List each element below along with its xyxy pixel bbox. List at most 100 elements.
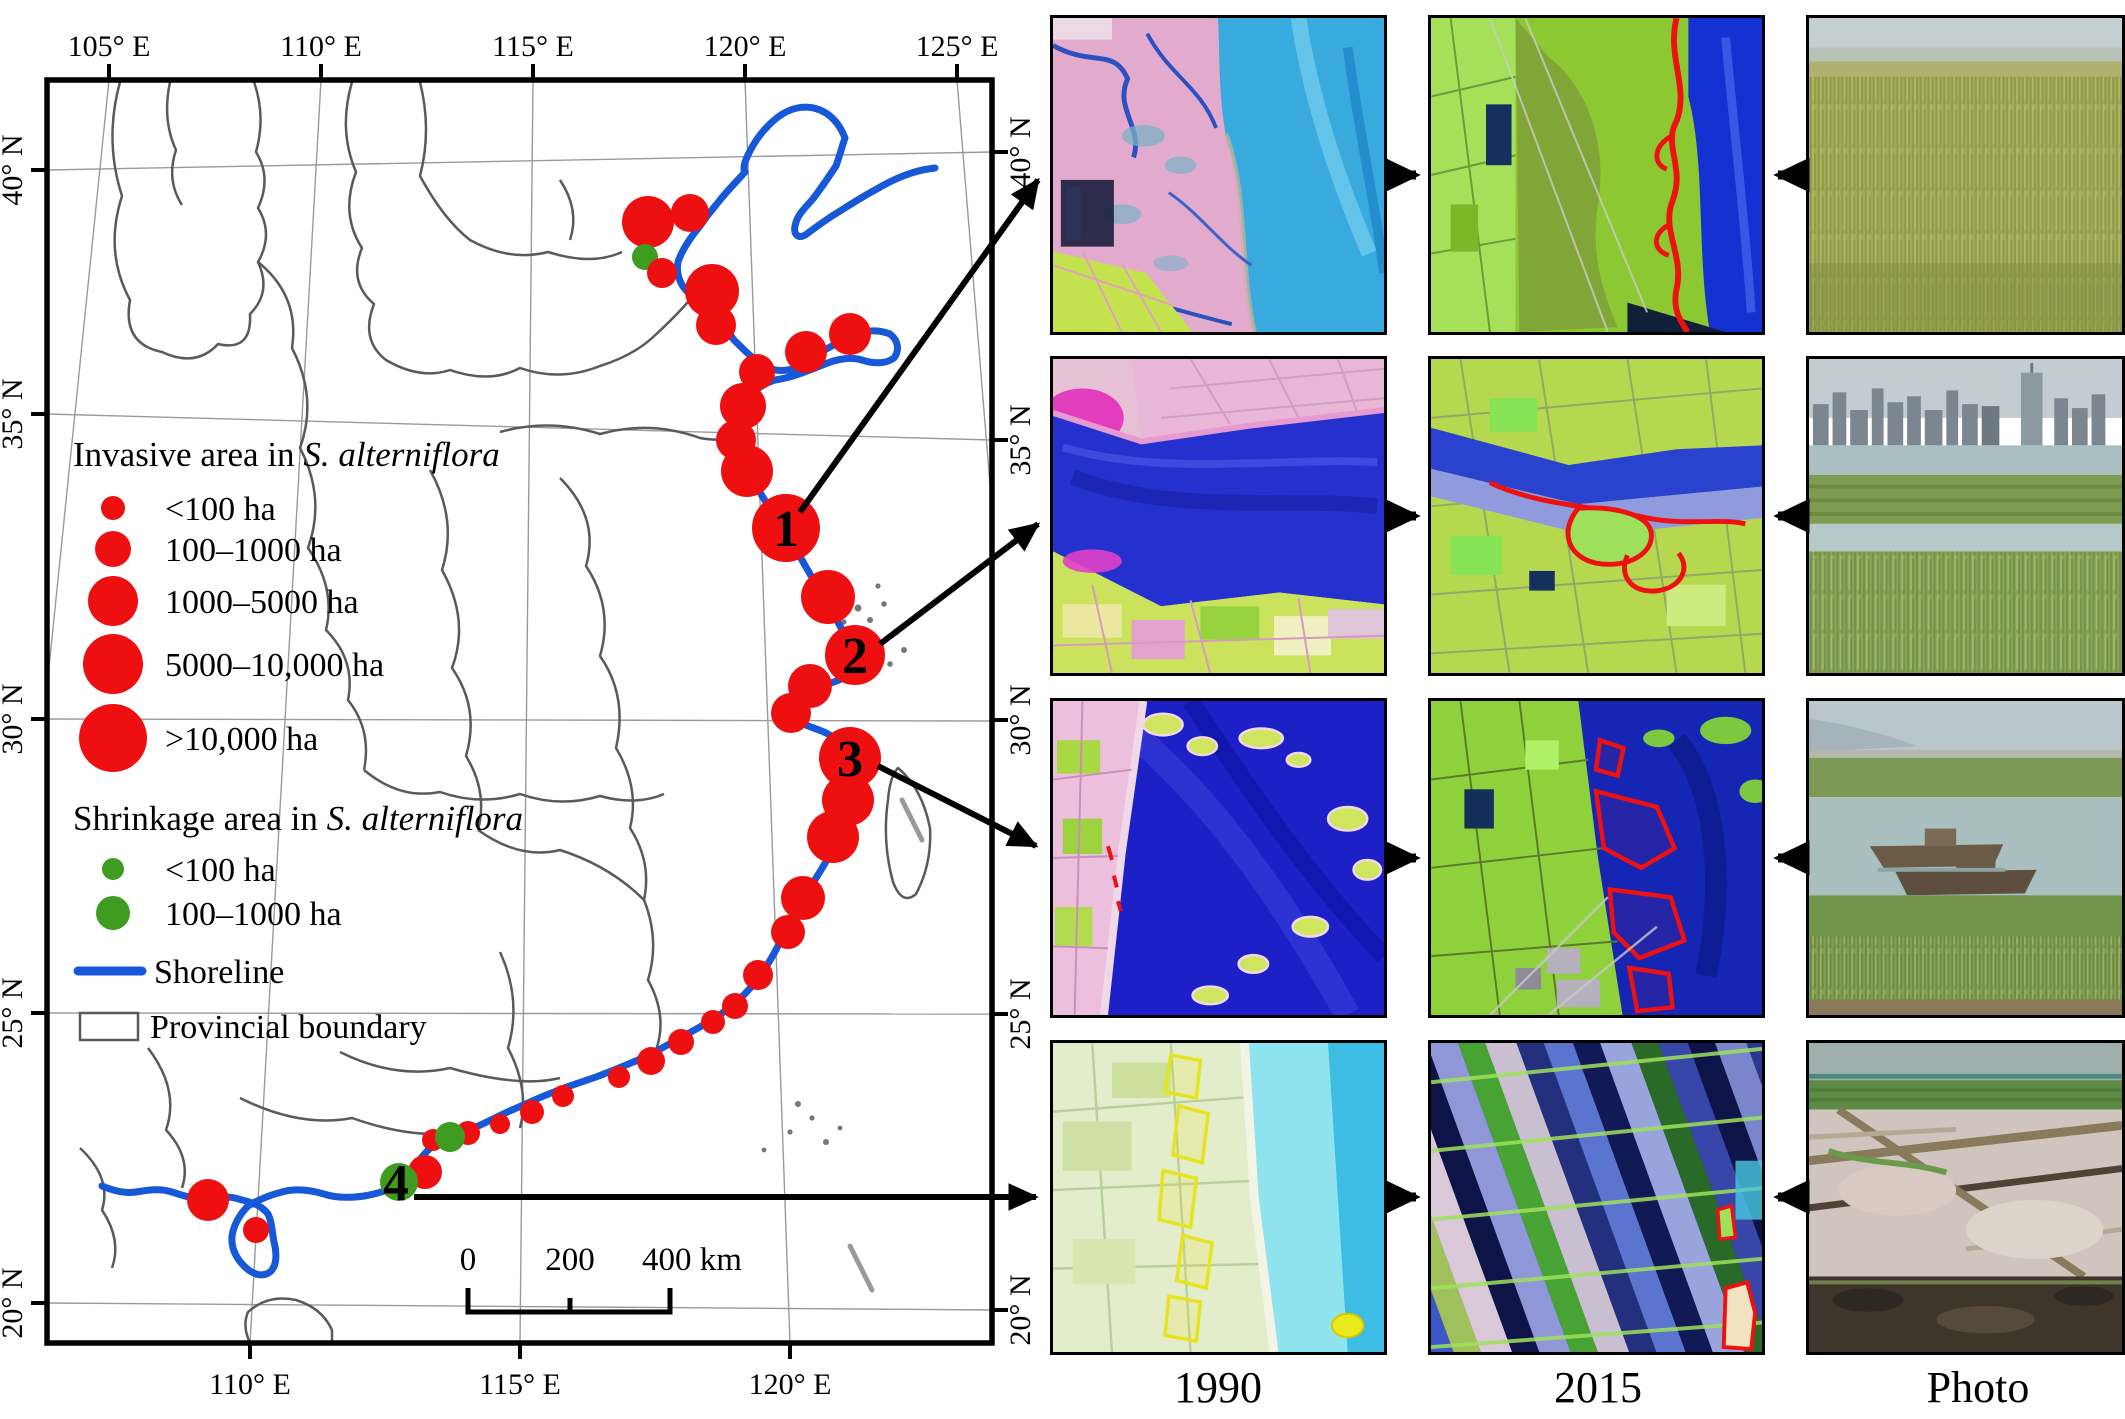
axis-label-left-20n: 20° N — [0, 1267, 29, 1338]
invasive-area-marker — [243, 1217, 269, 1243]
invasive-area-marker — [722, 993, 748, 1019]
axis-label-left-25n: 25° N — [0, 977, 29, 1048]
satellite-1990-site1-panel — [1050, 15, 1387, 335]
legend-shrinkage-symbol-1 — [102, 858, 124, 880]
legend-invasive-label-2: 100–1000 ha — [165, 532, 342, 569]
invasive-area-marker — [785, 331, 827, 373]
site-number-2: 2 — [842, 628, 868, 685]
legend-boundary-label: Provincial boundary — [150, 1009, 427, 1046]
invasive-area-marker — [819, 727, 881, 789]
photo-site2-art — [1809, 359, 2122, 673]
satellite-2015-site1-panel — [1428, 15, 1765, 335]
legend-invasive-symbol-5 — [79, 704, 147, 772]
legend-invasive-symbol-1 — [101, 496, 125, 520]
scale-tick-0: 0 — [460, 1242, 477, 1278]
photo-site3-panel — [1806, 698, 2125, 1018]
satellite-2015-site4-art — [1431, 1043, 1762, 1352]
axis-label-top-105e: 105° E — [68, 30, 151, 63]
island-dots — [761, 583, 907, 1153]
axis-label-right-30n: 30° N — [1004, 684, 1037, 755]
invasive-area-marker — [739, 354, 775, 390]
invasive-area-marker — [520, 1100, 544, 1124]
axis-label-right-35n: 35° N — [1004, 404, 1037, 475]
invasive-area-marker — [622, 196, 674, 248]
photo-site4-art — [1809, 1043, 2122, 1352]
satellite-2015-site3-art — [1431, 701, 1762, 1015]
invasive-area-marker — [637, 1047, 665, 1075]
arrow-site1-to-panel — [797, 177, 1041, 514]
site-arrows — [414, 177, 1041, 1211]
legend-invasive-label-1: <100 ha — [165, 491, 276, 528]
provincial-boundaries — [79, 81, 932, 1343]
axis-label-right-20n: 20° N — [1004, 1274, 1037, 1345]
invasive-area-marker — [743, 960, 773, 990]
invasive-area-marker — [829, 313, 871, 355]
city-skyline — [1812, 388, 2106, 446]
axis-label-top-110e: 110° E — [280, 30, 362, 63]
axis-label-right-40n: 40° N — [1004, 116, 1037, 187]
column-label-1990: 1990 — [1174, 1363, 1262, 1412]
photo-site4-panel — [1806, 1040, 2125, 1355]
satellite-1990-site3-panel — [1050, 698, 1387, 1018]
invasion-outlines — [1593, 737, 1688, 1014]
legend: Invasive area in S. alterniflora <100 ha… — [73, 435, 523, 1046]
invasive-area-marker — [720, 383, 766, 429]
satellite-2015-site2-panel — [1428, 356, 1765, 676]
shrinkage-area-marker — [380, 1163, 418, 1201]
satellite-1990-site2-panel — [1050, 356, 1387, 676]
invasive-area-marker — [825, 625, 885, 685]
marker-layer: 1 2 3 4 — [187, 194, 885, 1243]
axis-label-right-25n: 25° N — [1004, 978, 1037, 1049]
axis-label-bottom-115e: 115° E — [479, 1368, 561, 1401]
axis-label-top-125e: 125° E — [916, 30, 999, 63]
satellite-1990-site3-art — [1053, 701, 1384, 1015]
site-number-4: 4 — [383, 1155, 409, 1212]
invasive-area-marker — [801, 570, 855, 624]
invasive-area-marker — [608, 1066, 630, 1088]
invasive-area-marker — [721, 445, 773, 497]
column-label-2015: 2015 — [1554, 1363, 1642, 1412]
invasive-area-marker — [671, 194, 709, 232]
invasive-area-marker — [771, 693, 811, 733]
photo-site3-art — [1809, 701, 2122, 1015]
invasive-area-marker — [552, 1085, 574, 1107]
satellite-2015-site2-art — [1431, 359, 1762, 673]
field-stripes — [1431, 1043, 1762, 1352]
satellite-1990-site4-panel — [1050, 1040, 1387, 1355]
invasive-area-marker — [771, 915, 805, 949]
axis-label-top-115e: 115° E — [492, 30, 574, 63]
photo-site1-panel — [1806, 15, 2125, 335]
legend-invasive-title: Invasive area in S. alterniflora — [73, 435, 500, 474]
site-number-1: 1 — [773, 501, 799, 558]
axis-label-bottom-110e: 110° E — [209, 1368, 291, 1401]
legend-invasive-symbol-4 — [83, 634, 143, 694]
invasion-outlines-1990 — [1157, 1052, 1215, 1344]
site-number-3: 3 — [837, 731, 863, 788]
legend-shrinkage-label-2: 100–1000 ha — [165, 896, 342, 933]
satellite-1990-site2-art — [1053, 359, 1384, 673]
photo-site1-art — [1809, 18, 2122, 332]
satellite-1990-site1-art — [1053, 18, 1384, 332]
frame-ticks — [31, 64, 1008, 1359]
map-artifact-lines — [847, 797, 925, 1293]
invasive-area-marker — [696, 305, 736, 345]
legend-invasive-symbol-3 — [88, 576, 138, 626]
scale-bar: 0 200 400 km — [460, 1242, 742, 1315]
marsh-patches — [1142, 712, 1383, 1006]
legend-shrinkage-symbol-2 — [96, 896, 130, 930]
boats — [1869, 828, 2037, 900]
invasive-area-marker — [701, 1010, 725, 1034]
axis-label-top-120e: 120° E — [704, 30, 787, 63]
legend-boundary-symbol — [78, 1011, 140, 1042]
photo-site2-panel — [1806, 356, 2125, 676]
scale-bar-bracket — [465, 1288, 673, 1315]
axis-label-left-35n: 35° N — [0, 378, 29, 449]
arrow-site3-to-panel — [876, 763, 1039, 849]
legend-invasive-label-5: >10,000 ha — [165, 721, 318, 758]
scale-tick-400: 400 km — [642, 1242, 742, 1278]
satellite-2015-site4-panel — [1428, 1040, 1765, 1355]
arrow-site2-to-panel — [878, 521, 1041, 647]
invasive-area-marker — [647, 258, 677, 288]
